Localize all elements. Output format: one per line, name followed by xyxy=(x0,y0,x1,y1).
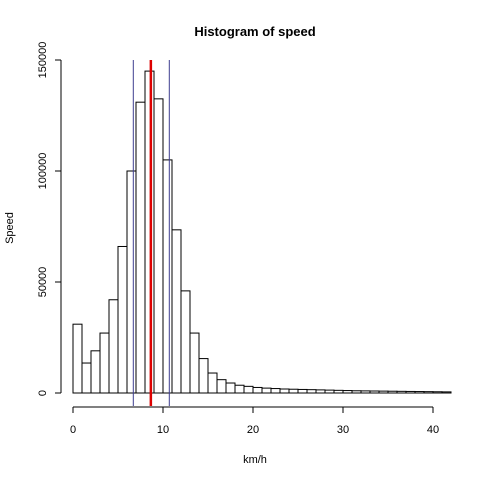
y-tick-label-2: 100000 xyxy=(37,153,49,190)
histogram-bar-16 xyxy=(216,379,227,394)
histogram-bar-1 xyxy=(81,362,92,394)
histogram-bar-11 xyxy=(171,229,182,394)
histogram-bar-7 xyxy=(135,101,146,394)
histogram-bar-21 xyxy=(261,387,272,394)
x-axis: 0 10 20 30 40 xyxy=(70,406,439,436)
histogram-bar-5 xyxy=(117,245,128,394)
x-axis-label: km/h xyxy=(243,454,267,466)
histogram-bar-18 xyxy=(234,384,245,394)
reference-lines-group xyxy=(132,60,170,406)
histogram-bar-32 xyxy=(360,390,371,394)
y-tick-label-3: 150000 xyxy=(37,42,49,79)
histogram-bar-10 xyxy=(162,159,173,394)
histogram-bar-36 xyxy=(396,390,407,394)
x-tick-label-0: 0 xyxy=(70,424,76,436)
histogram-bar-37 xyxy=(405,390,416,394)
histogram-bar-34 xyxy=(378,390,389,394)
histogram-bar-22 xyxy=(270,388,281,394)
histogram-bar-0 xyxy=(72,323,83,394)
histogram-bar-13 xyxy=(189,332,200,394)
x-tick-label-2: 20 xyxy=(247,424,259,436)
histogram-bar-25 xyxy=(297,388,308,394)
y-tick-label-1: 50000 xyxy=(37,267,49,298)
histogram-bar-40 xyxy=(432,391,443,394)
histogram-bar-26 xyxy=(306,389,317,394)
x-tick-label-4: 40 xyxy=(427,424,439,436)
histogram-bar-3 xyxy=(99,332,110,394)
histogram-bar-4 xyxy=(108,299,119,394)
histogram-bar-31 xyxy=(351,390,362,394)
histogram-bar-28 xyxy=(324,389,335,394)
histogram-bar-2 xyxy=(90,350,101,394)
histogram-bar-19 xyxy=(243,385,254,394)
y-axis: 0 50000 100000 150000 xyxy=(37,42,62,396)
histogram-bar-6 xyxy=(126,170,137,394)
histogram-bar-38 xyxy=(414,391,425,394)
chart-title: Histogram of speed xyxy=(194,24,315,39)
x-tick-label-3: 30 xyxy=(337,424,349,436)
histogram-bar-8 xyxy=(144,70,155,394)
histogram-bar-30 xyxy=(342,390,353,394)
histogram-bar-15 xyxy=(207,372,218,394)
histogram-bar-24 xyxy=(288,388,299,394)
histogram-bar-23 xyxy=(279,388,290,394)
bars-group xyxy=(72,70,452,394)
histogram-bar-9 xyxy=(153,98,164,394)
histogram-bar-35 xyxy=(387,390,398,394)
histogram-bar-39 xyxy=(423,391,434,394)
histogram-bar-29 xyxy=(333,389,344,394)
histogram-bar-41 xyxy=(441,391,452,394)
y-tick-label-0: 0 xyxy=(37,390,49,396)
y-axis-label: Speed xyxy=(4,212,16,244)
x-tick-label-1: 10 xyxy=(157,424,169,436)
histogram-bar-33 xyxy=(369,390,380,394)
histogram-bar-27 xyxy=(315,389,326,394)
histogram-bar-12 xyxy=(180,290,191,394)
histogram-bar-17 xyxy=(225,382,236,394)
histogram-bar-14 xyxy=(198,358,209,394)
histogram-bar-20 xyxy=(252,386,263,394)
